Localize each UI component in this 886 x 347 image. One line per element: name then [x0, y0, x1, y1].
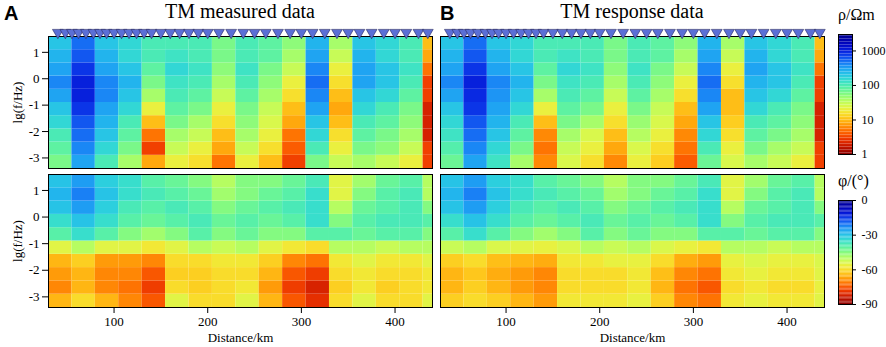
svg-text:Distance/km: Distance/km	[208, 330, 274, 345]
svg-text:-30: -30	[862, 228, 878, 242]
svg-text:1: 1	[33, 183, 40, 198]
svg-text:1: 1	[862, 147, 868, 161]
svg-text:-60: -60	[862, 263, 878, 277]
svg-text:-1: -1	[29, 236, 40, 251]
html-text:TM response data: TM response data	[560, 0, 704, 22]
svg-text:0: 0	[33, 71, 40, 86]
svg-text:0: 0	[33, 209, 40, 224]
svg-text:100: 100	[862, 78, 880, 92]
svg-text:200: 200	[198, 314, 218, 329]
svg-text:100: 100	[496, 314, 516, 329]
svg-text:100: 100	[104, 314, 124, 329]
svg-text:1: 1	[33, 45, 40, 60]
svg-text:10: 10	[862, 113, 874, 127]
svg-text:lg(f/Hz): lg(f/Hz)	[10, 220, 25, 262]
svg-text:Distance/km: Distance/km	[600, 330, 666, 345]
svg-text:1000: 1000	[862, 44, 886, 58]
svg-text:300: 300	[292, 314, 312, 329]
svg-text:200: 200	[590, 314, 610, 329]
svg-text:0: 0	[862, 193, 868, 207]
svg-text:-3: -3	[29, 289, 40, 304]
svg-text:400: 400	[385, 314, 405, 329]
svg-text:lg(f/Hz): lg(f/Hz)	[10, 82, 25, 124]
html-text:TM measured data: TM measured data	[165, 0, 315, 22]
svg-text:-2: -2	[29, 262, 40, 277]
svg-text:-90: -90	[862, 297, 878, 311]
svg-text:300: 300	[684, 314, 704, 329]
html-text:B: B	[440, 2, 455, 24]
html-text:A: A	[4, 2, 19, 24]
html-text:φ/(°): φ/(°)	[838, 172, 869, 189]
html-text:ρ/Ωm: ρ/Ωm	[838, 6, 875, 23]
svg-text:-1: -1	[29, 97, 40, 112]
svg-text:400: 400	[777, 314, 797, 329]
svg-text:-3: -3	[29, 150, 40, 165]
svg-text:-2: -2	[29, 124, 40, 139]
